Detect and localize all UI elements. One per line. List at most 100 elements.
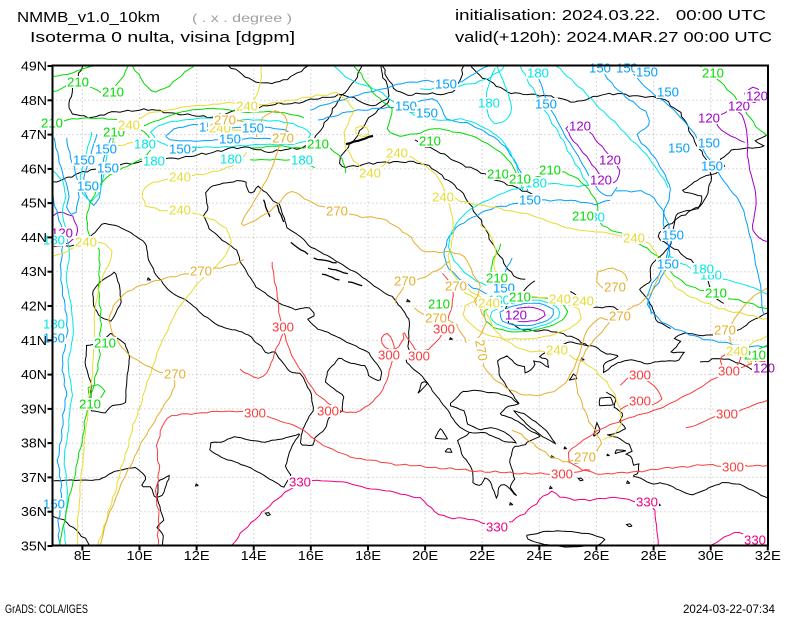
svg-text:150: 150 [169,142,191,157]
svg-text:37N: 37N [21,470,47,485]
svg-text:120: 120 [728,99,750,114]
svg-text:( . x . degree ): ( . x . degree ) [192,11,292,25]
svg-text:300: 300 [244,406,266,421]
svg-text:270: 270 [574,450,596,465]
svg-text:300: 300 [716,407,738,422]
svg-text:41N: 41N [21,333,47,348]
svg-text:300: 300 [433,322,455,337]
svg-text:14E: 14E [241,548,267,563]
svg-text:300: 300 [408,349,430,364]
svg-text:18E: 18E [355,548,381,563]
svg-text:300: 300 [722,460,744,475]
svg-text:150: 150 [395,99,417,114]
svg-text:210: 210 [67,75,89,90]
svg-text:240: 240 [549,292,571,307]
svg-text:150: 150 [701,159,723,174]
svg-text:270: 270 [214,113,236,128]
svg-text:270: 270 [326,204,348,219]
svg-text:180: 180 [43,233,65,248]
svg-text:16E: 16E [298,548,324,563]
svg-text:initialisation: 2024.03.22.: initialisation: 2024.03.22. 00:00 UTC [455,7,766,24]
svg-text:240: 240 [726,344,748,359]
svg-text:240: 240 [118,118,140,133]
svg-text:180: 180 [143,154,165,169]
svg-text:150: 150 [219,132,241,147]
svg-text:Isoterma 0 nulta, visina [dgpm: Isoterma 0 nulta, visina [dgpm] [30,29,295,46]
svg-text:150: 150 [97,161,119,176]
svg-text:210: 210 [572,209,594,224]
svg-text:150: 150 [616,61,638,76]
svg-text:270: 270 [445,279,467,294]
svg-text:270: 270 [190,264,212,279]
svg-text:300: 300 [551,467,573,482]
svg-text:2024-03-22-07:34: 2024-03-22-07:34 [683,602,775,616]
svg-text:150: 150 [636,65,658,80]
svg-text:240: 240 [572,294,594,309]
svg-text:150: 150 [662,228,684,243]
svg-text:120: 120 [569,119,591,134]
svg-text:39N: 39N [21,401,47,416]
svg-text:240: 240 [75,235,97,250]
svg-text:47N: 47N [21,127,47,142]
svg-text:180: 180 [220,152,242,167]
svg-text:20E: 20E [412,548,438,563]
svg-text:49N: 49N [21,59,47,74]
svg-text:150: 150 [519,193,541,208]
svg-text:150: 150 [668,141,690,156]
svg-text:120: 120 [698,111,720,126]
svg-text:24E: 24E [526,548,552,563]
svg-text:150: 150 [416,106,438,121]
svg-text:270: 270 [714,323,736,338]
svg-text:150: 150 [73,153,95,168]
svg-text:300: 300 [378,348,400,363]
svg-text:270: 270 [272,131,294,146]
svg-text:210: 210 [486,271,508,286]
svg-text:210: 210 [102,85,124,100]
svg-text:150: 150 [43,497,65,512]
svg-text:22E: 22E [469,548,495,563]
svg-text:300: 300 [718,364,740,379]
svg-text:46N: 46N [21,161,47,176]
svg-text:150: 150 [698,136,720,151]
svg-text:210: 210 [509,172,531,187]
svg-text:48N: 48N [21,93,47,108]
svg-text:38N: 38N [21,436,47,451]
svg-text:28E: 28E [641,548,667,563]
svg-text:270: 270 [609,309,631,324]
svg-text:150: 150 [77,179,99,194]
svg-text:120: 120 [599,153,621,168]
svg-text:180: 180 [134,137,156,152]
svg-text:43N: 43N [21,264,47,279]
svg-text:210: 210 [419,134,441,149]
svg-text:40N: 40N [21,367,47,382]
svg-text:210: 210 [509,290,531,305]
svg-text:26E: 26E [583,548,609,563]
svg-text:240: 240 [546,343,568,358]
svg-text:36N: 36N [21,504,47,519]
svg-text:270: 270 [472,339,490,362]
svg-text:180: 180 [43,317,65,332]
svg-text:270: 270 [394,274,416,289]
svg-text:45N: 45N [21,196,47,211]
svg-text:35N: 35N [21,539,47,554]
svg-text:330: 330 [289,475,311,490]
svg-text:300: 300 [629,368,651,383]
svg-text:210: 210 [705,286,727,301]
svg-text:300: 300 [272,320,294,335]
svg-text:GrADS: COLA/IGES: GrADS: COLA/IGES [5,602,88,616]
svg-text:44N: 44N [21,230,47,245]
svg-text:120: 120 [505,308,527,323]
svg-text:300: 300 [317,404,339,419]
svg-text:180: 180 [478,96,500,111]
svg-text:210: 210 [487,167,509,182]
svg-text:180: 180 [291,153,313,168]
svg-text:8E: 8E [74,548,91,563]
svg-text:300: 300 [629,394,651,409]
svg-text:240: 240 [478,296,500,311]
svg-text:10E: 10E [127,548,153,563]
svg-text:240: 240 [169,203,191,218]
svg-text:120: 120 [753,361,775,376]
svg-text:150: 150 [95,142,117,157]
svg-text:120: 120 [746,89,768,104]
svg-text:210: 210 [744,348,766,363]
